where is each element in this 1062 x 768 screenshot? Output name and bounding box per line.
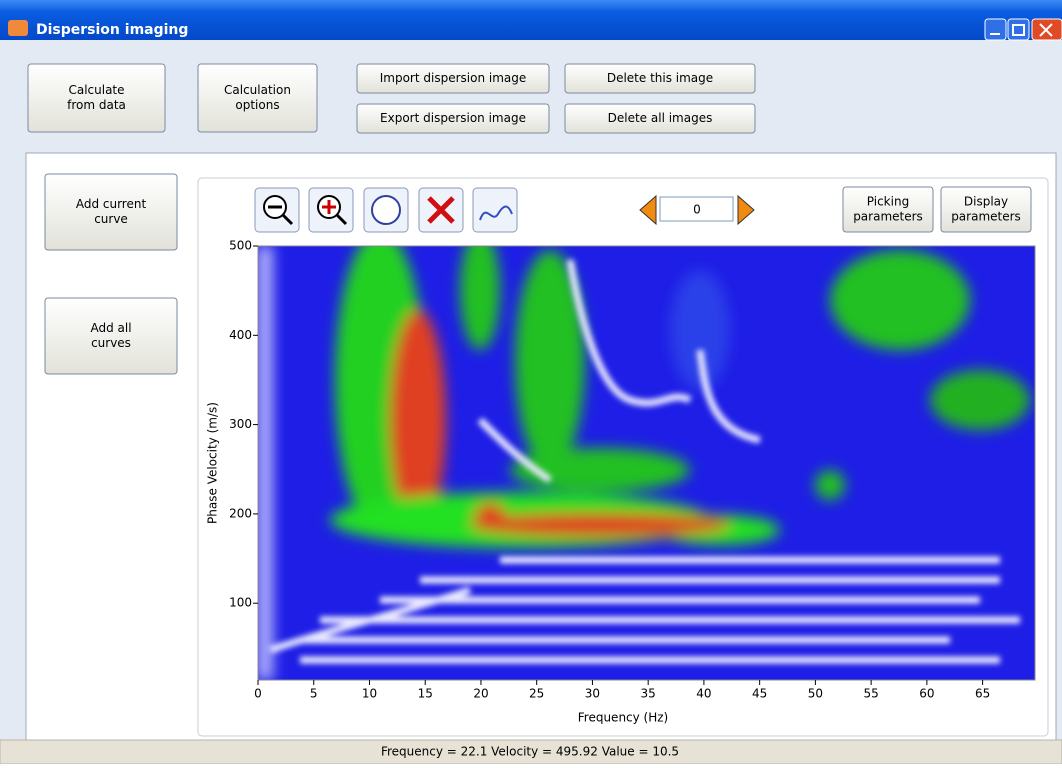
y-axis-label: Phase Velocity (m/s) — [206, 402, 220, 524]
y-tick-label: 300 — [229, 417, 252, 431]
index-value: 0 — [693, 203, 701, 217]
maximize-button[interactable] — [1008, 19, 1029, 40]
x-tick-label: 15 — [418, 687, 433, 701]
x-tick-label: 60 — [919, 687, 934, 701]
button-label: Picking — [867, 195, 909, 209]
button-label: curve — [94, 212, 128, 226]
x-tick-label: 20 — [473, 687, 488, 701]
x-tick-label: 25 — [529, 687, 544, 701]
button-label: curves — [91, 336, 131, 350]
x-tick-label: 10 — [362, 687, 377, 701]
button-label: Calculation — [224, 83, 291, 97]
button-label: parameters — [853, 210, 923, 224]
button-label: Export dispersion image — [380, 111, 526, 125]
x-tick-label: 40 — [696, 687, 711, 701]
x-tick-label: 45 — [752, 687, 767, 701]
button-label: Add all — [90, 321, 131, 335]
status-text: Frequency = 22.1 Velocity = 495.92 Value… — [381, 745, 679, 759]
x-tick-label: 50 — [808, 687, 823, 701]
button-label: parameters — [951, 210, 1021, 224]
x-axis-label: Frequency (Hz) — [578, 711, 669, 725]
button-label: from data — [67, 98, 126, 112]
x-tick-label: 0 — [254, 687, 262, 701]
page: Dispersion imaging 0 Phase Velocit — [0, 0, 1062, 764]
app-icon — [8, 20, 28, 36]
button-label: options — [235, 98, 279, 112]
minimize-button[interactable] — [985, 19, 1006, 40]
x-tick-label: 55 — [863, 687, 878, 701]
button-label: Delete all images — [608, 111, 713, 125]
window: Dispersion imaging 0 Phase Velocit — [0, 0, 1062, 764]
window-title: Dispersion imaging — [36, 22, 188, 38]
x-tick-label: 65 — [975, 687, 990, 701]
y-tick-label: 100 — [229, 596, 252, 610]
y-tick-label: 400 — [229, 328, 252, 342]
button-label: Import dispersion image — [380, 71, 527, 85]
dispersion-image — [258, 230, 1035, 680]
button-label: Add current — [76, 197, 147, 211]
button-label: Delete this image — [607, 71, 713, 85]
y-tick-label: 200 — [229, 506, 252, 520]
button-label: Calculate — [68, 83, 124, 97]
x-tick-label: 30 — [585, 687, 600, 701]
x-tick-label: 35 — [641, 687, 656, 701]
x-tick-label: 5 — [310, 687, 318, 701]
button-label: Display — [964, 195, 1008, 209]
y-tick-label: 500 — [229, 239, 252, 253]
